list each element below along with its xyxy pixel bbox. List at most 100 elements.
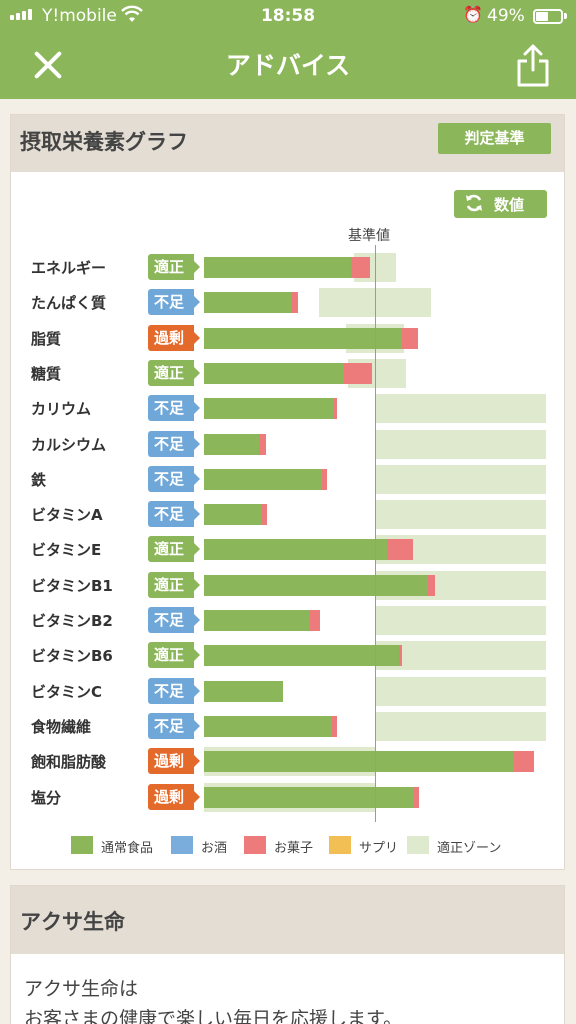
legend-label: お菓子 [274,841,314,856]
bar-food [204,680,283,702]
card-title: 摂取栄養素グラフ [20,130,188,154]
bar-snack [386,539,413,561]
app-header: Y!mobile 18:58 ⏰ 49% アドバイス [0,0,576,99]
bar-snack [351,257,370,278]
company-message-line: お客さまの健康で楽しい毎日を応援します。 [24,1008,403,1024]
bar-food [204,257,352,278]
legend-swatch [171,836,193,854]
card-title: アクサ生命 [20,910,125,934]
nutrient-label: たんぱく質 [31,294,107,313]
bar-food [204,539,387,561]
bar-snack [262,504,268,526]
bar-food [204,610,311,631]
bar-food [204,751,514,773]
battery-icon [533,9,563,24]
share-icon [517,44,549,87]
bar-snack [513,751,535,773]
nutrient-label: 鉄 [31,470,47,489]
nutrient-label: ビタミンC [31,682,103,701]
bar-food [204,362,345,384]
bar-food [204,715,333,737]
judgement-badge: 不足 [148,677,200,704]
card-header: アクサ生命 [11,886,564,954]
nutrition-graph-card: 摂取栄養素グラフ 判定基準 数値 基準値 エネルギー 適正 たんぱく質 不足 脂質 過剰 糖質… [10,114,565,870]
ok-zone [375,711,546,741]
bar-food [204,292,292,314]
legend-label: サプリ [359,841,399,856]
legend-label: 適正ゾーン [437,841,502,856]
judgement-badge: 過剰 [148,324,200,351]
nutrient-label: 食物繊維 [31,717,92,736]
bar-snack [414,786,420,808]
company-message: アクサ生命は お客さまの健康で楽しい毎日を応援します。 [24,974,402,1024]
ok-zone [375,500,546,530]
bar-food [204,433,259,455]
nutrient-bar-chart: 基準値 エネルギー 適正 たんぱく質 不足 脂質 過剰 糖質 適正 カリウム 不足 カルシウム 不足鉄不… [11,115,566,871]
bar-snack [310,610,321,631]
company-message-line: アクサ生命は [24,978,139,1000]
bar-food [204,504,263,526]
legend-swatch [329,836,351,854]
bar-snack [428,574,435,596]
card-header: 摂取栄養素グラフ 判定基準 [11,115,564,172]
legend-label: 通常食品 [101,841,154,856]
bar-snack [321,468,328,490]
legend-swatch [244,836,266,854]
bar-snack [402,327,418,349]
judgement-badge: 適正 [148,536,200,563]
standard-value-label: 基準値 [348,228,390,244]
page-title: アドバイス [225,51,351,80]
judgement-badge: 不足 [148,395,200,422]
bar-food [204,645,399,667]
ok-zone [375,606,546,635]
ok-zone [375,429,546,459]
toggle-values-label: 数値 [494,196,525,214]
carrier-name: Y!mobile [42,6,117,26]
toggle-values-button[interactable]: 数値 [454,190,547,218]
bar-food [204,398,334,420]
nutrient-label: ビタミンE [31,541,102,560]
ok-zone [375,641,546,671]
nutrient-label: ビタミンB6 [31,647,113,666]
nutrient-label: ビタミンA [31,506,103,525]
judgement-badge: 適正 [148,571,200,598]
judgement-badge: 不足 [148,289,200,316]
share-button[interactable] [514,42,552,88]
bar-snack [333,398,338,420]
ok-zone [318,288,432,318]
battery-percent: 49% [487,6,525,26]
nutrient-label: ビタミンB1 [31,576,113,595]
bar-snack [332,715,338,737]
judgement-badge: 過剰 [148,748,200,775]
standard-value-line [375,245,376,822]
nutrient-label: ビタミンB2 [31,612,113,630]
nutrient-label: 飽和脂肪酸 [31,753,107,772]
nutrient-label: カルシウム [31,435,107,454]
ok-zone [375,676,546,706]
legend-label: お酒 [201,841,228,856]
nutrient-label: 脂質 [31,329,62,348]
bar-snack [291,292,299,314]
judgement-badge: 不足 [148,712,200,739]
bar-snack [398,645,403,667]
ok-zone [375,394,546,424]
nutrient-label: エネルギー [31,259,107,277]
bar-food [204,468,322,490]
nutrient-label: 塩分 [31,788,62,807]
judgement-badge: 不足 [148,430,200,457]
company-card: アクサ生命 アクサ生命は お客さまの健康で楽しい毎日を応援します。 [10,885,565,1024]
nutrient-label: 糖質 [31,364,62,383]
criteria-button[interactable]: 判定基準 [438,123,551,154]
wifi-icon [120,5,144,28]
legend-swatch [71,836,93,854]
bar-food [204,786,415,808]
judgement-badge: 適正 [148,254,200,280]
judgement-badge: 不足 [148,501,200,528]
signal-icon [10,9,32,20]
ok-zone [375,464,546,494]
bar-snack [258,433,266,455]
nutrient-label: カリウム [31,400,92,419]
judgement-badge: 適正 [148,642,200,669]
bar-food [204,327,403,349]
alarm-icon: ⏰ [463,5,483,24]
